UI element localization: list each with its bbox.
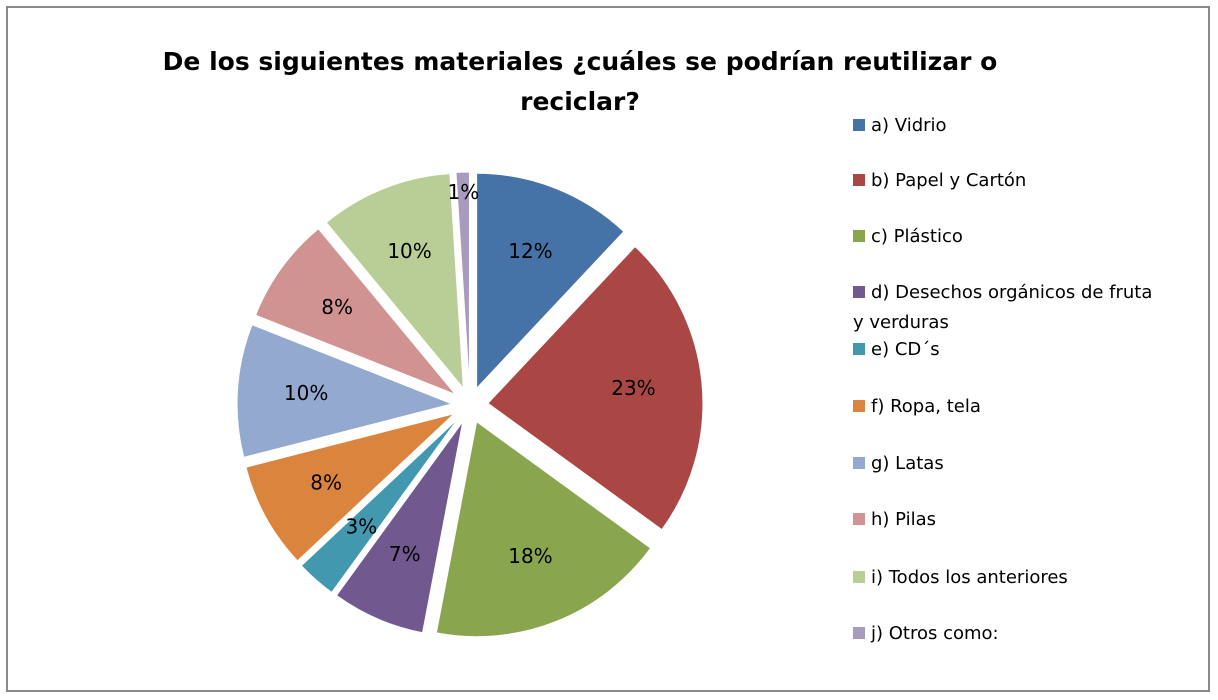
pie-slice: [245, 413, 455, 562]
pie-slice: [476, 172, 625, 390]
legend-label: g) Latas: [871, 453, 944, 474]
legend-item: e) CD´s: [853, 335, 1183, 365]
legend-label: f) Ropa, tela: [871, 396, 981, 417]
pie-slice: [487, 245, 704, 531]
legend-label: d) Desechos orgánicos de fruta y verdura…: [853, 282, 1153, 333]
legend-label: e) CD´s: [871, 339, 940, 360]
data-label: 10%: [284, 381, 328, 405]
legend-item: b) Papel y Cartón: [853, 166, 1183, 196]
legend-swatch: [853, 571, 865, 583]
legend-swatch: [853, 343, 865, 355]
data-label: 7%: [389, 542, 421, 566]
pie-slice: [300, 418, 459, 594]
legend-item: h) Pilas: [853, 505, 1183, 535]
legend-item: a) Vidrio: [853, 111, 1183, 141]
legend-item: i) Todos los anteriores: [853, 563, 1183, 593]
data-label: 1%: [447, 180, 479, 204]
legend-item: f) Ropa, tela: [853, 392, 1183, 422]
pie-slice: [236, 324, 454, 458]
chart-frame: [6, 6, 1210, 692]
data-label: 12%: [508, 239, 552, 263]
legend-swatch: [853, 457, 865, 469]
legend-swatch: [853, 230, 865, 242]
legend-label: a) Vidrio: [871, 115, 947, 136]
data-label: 10%: [387, 239, 431, 263]
data-label: 23%: [611, 376, 655, 400]
chart-title: De los siguientes materiales ¿cuáles se …: [162, 47, 998, 116]
legend-swatch: [853, 627, 865, 639]
legend-swatch: [853, 174, 865, 186]
pie-slice: [335, 421, 464, 634]
data-label: 8%: [310, 471, 342, 495]
legend-label: b) Papel y Cartón: [871, 170, 1027, 191]
pie-slice: [455, 171, 470, 388]
legend-item: c) Plástico: [853, 222, 1183, 252]
pie-slice: [435, 420, 652, 638]
legend-label: h) Pilas: [871, 509, 937, 530]
legend-label: i) Todos los anteriores: [871, 567, 1068, 588]
legend-swatch: [853, 400, 865, 412]
legend-swatch: [853, 286, 865, 298]
data-label: 3%: [346, 515, 378, 539]
legend-item: j) Otros como:: [853, 619, 1183, 649]
pie-slice: [325, 173, 464, 390]
legend-item: g) Latas: [853, 449, 1183, 479]
legend-label: c) Plástico: [871, 226, 963, 247]
data-label: 8%: [321, 295, 353, 319]
legend-item: d) Desechos orgánicos de fruta y verdura…: [853, 278, 1153, 338]
legend-label: j) Otros como:: [871, 623, 999, 644]
data-label: 18%: [508, 544, 552, 568]
legend-swatch: [853, 513, 865, 525]
pie-slice: [254, 228, 456, 395]
legend-swatch: [853, 119, 865, 131]
